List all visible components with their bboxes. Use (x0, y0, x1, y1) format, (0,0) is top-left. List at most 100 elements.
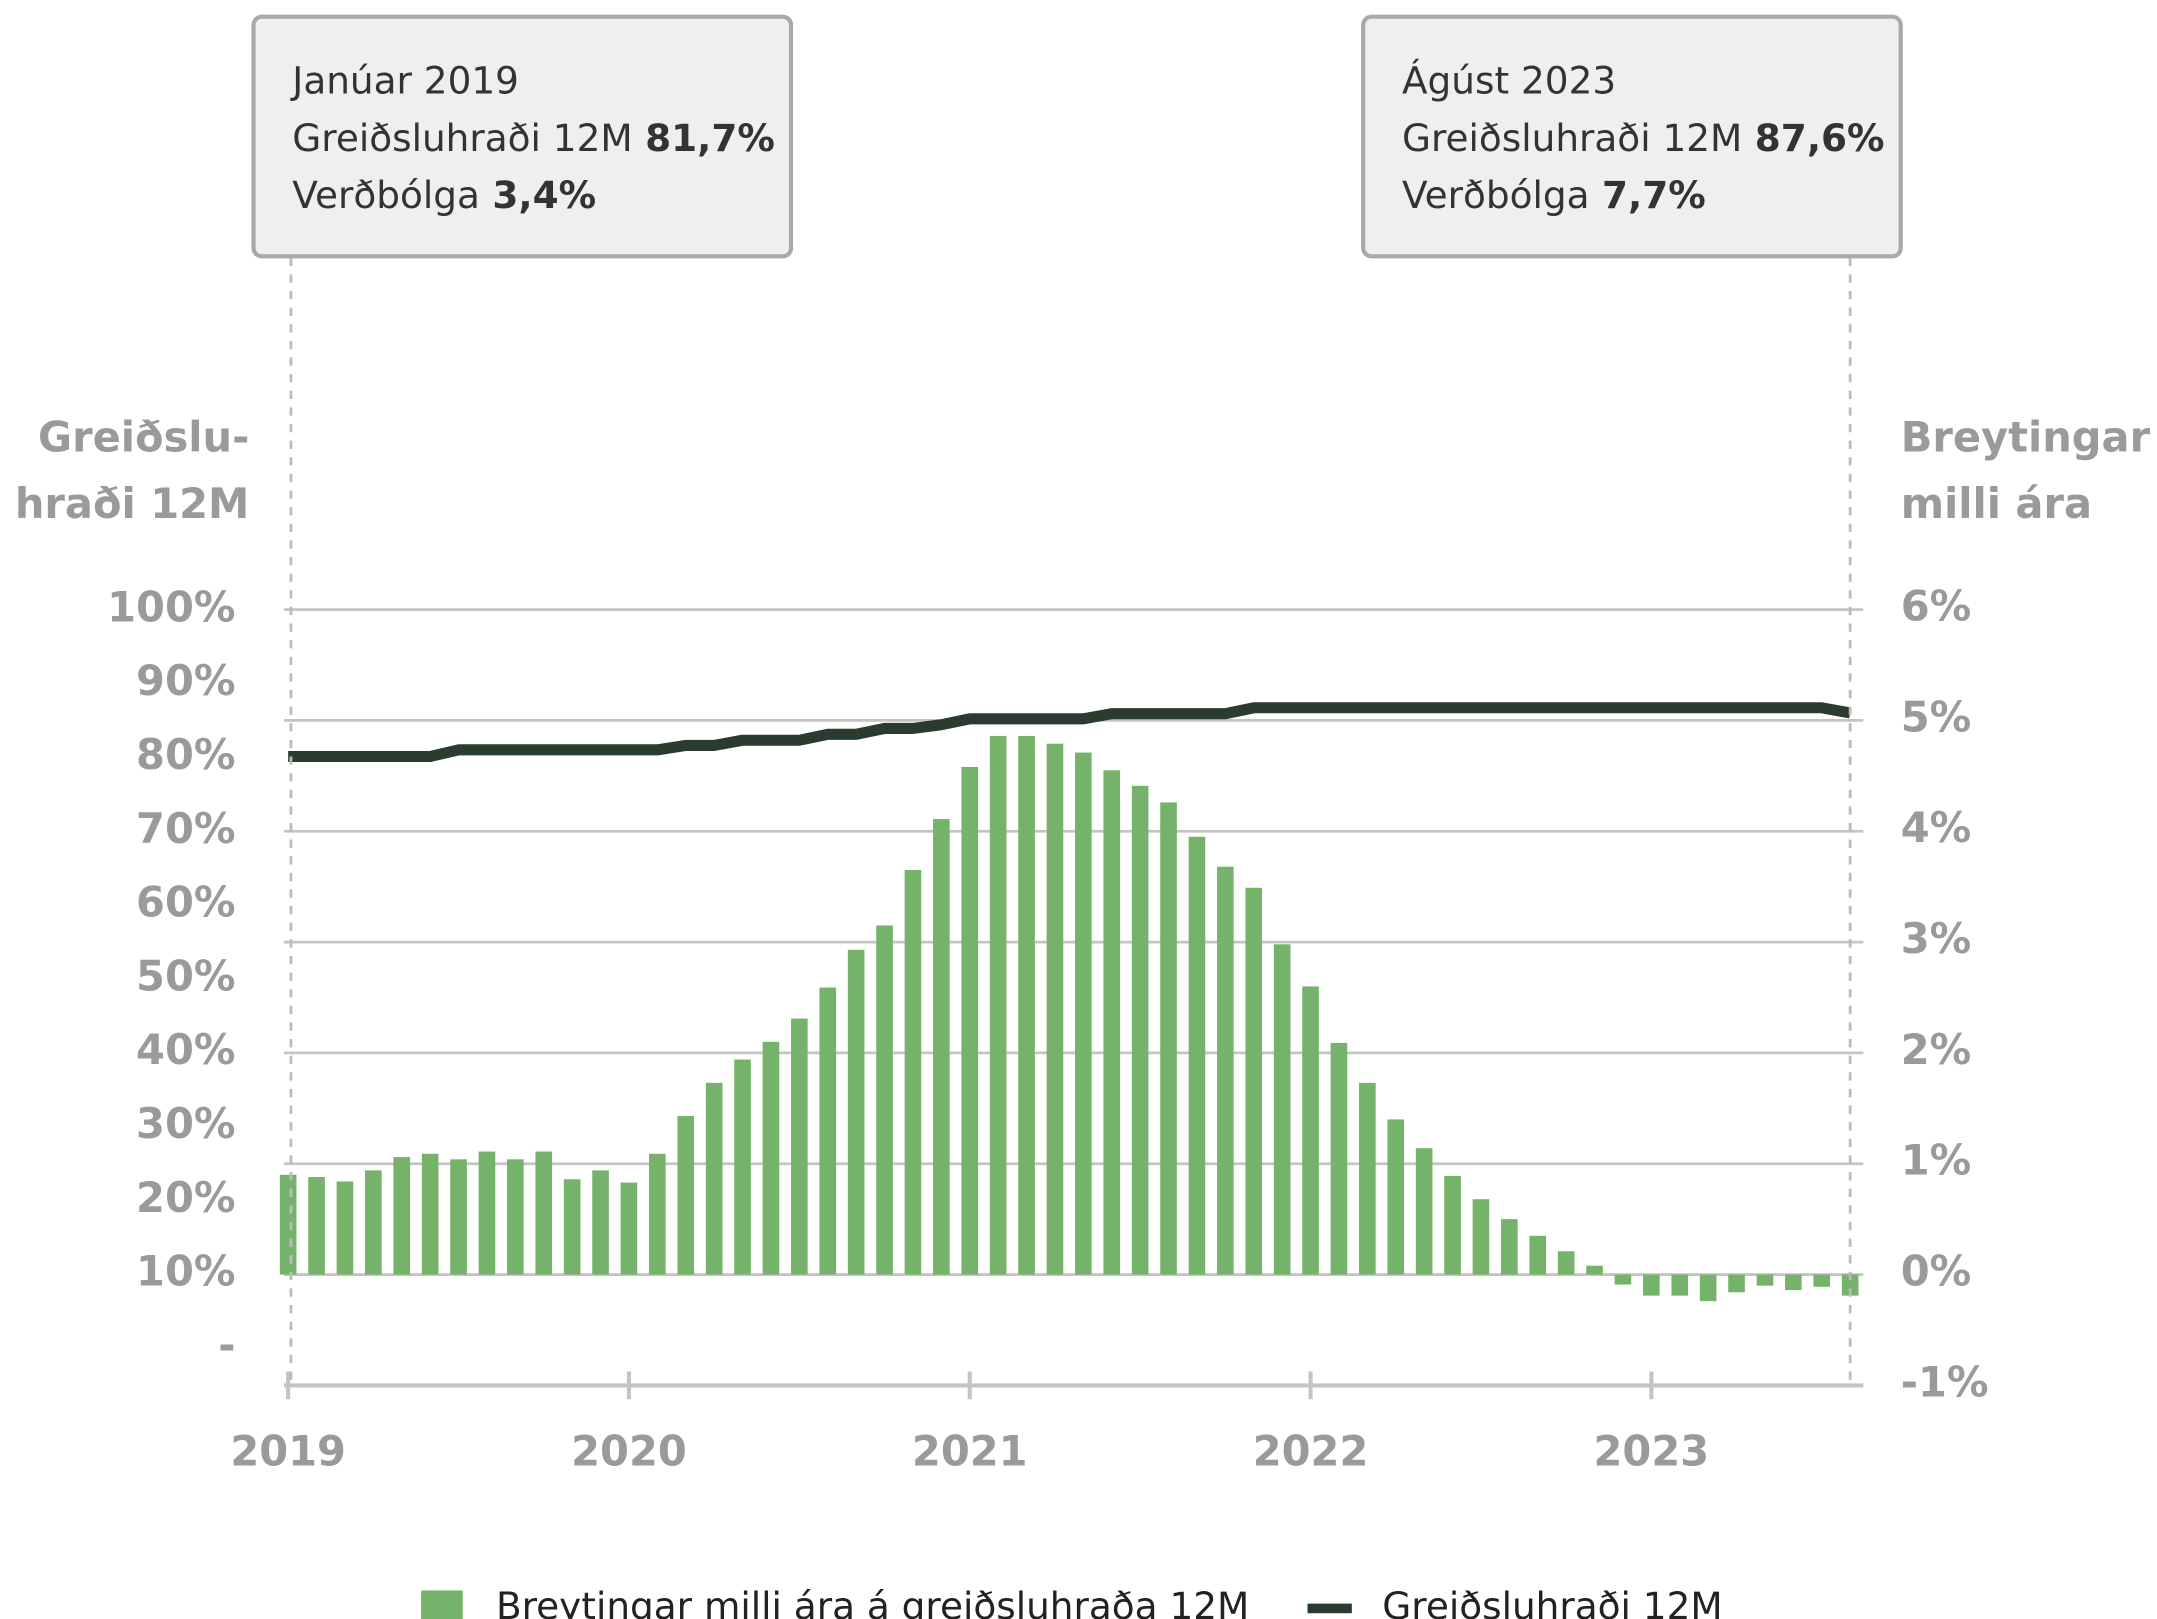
annotation-value: 81,7% (645, 115, 775, 159)
bar (1273, 944, 1291, 1275)
bar (1728, 1274, 1745, 1293)
bar (592, 1170, 609, 1275)
bar (336, 1181, 354, 1275)
y-tick-label: - (218, 1320, 235, 1369)
bar (1529, 1235, 1547, 1275)
x-tick-label: 2022 (1253, 1427, 1369, 1476)
annotation-line: Greiðsluhraði 12M 81,7% (292, 115, 775, 159)
bar (478, 1151, 496, 1275)
y2-axis-title: Breytingar (1901, 413, 2151, 462)
annotation-value: 3,4% (492, 172, 596, 216)
line (288, 702, 1852, 763)
bar (1131, 785, 1149, 1275)
y2-tick-label: 0% (1901, 1247, 1972, 1296)
bar (1075, 752, 1092, 1275)
bar (279, 1174, 297, 1275)
bar (762, 1041, 780, 1275)
bar (365, 1170, 382, 1275)
y2-tick-label: 4% (1901, 803, 1972, 852)
y-tick-label: 80% (136, 730, 235, 779)
bar (1586, 1265, 1603, 1275)
bar (989, 735, 1007, 1275)
annotation-box (1361, 14, 1903, 259)
annotation-title: Ágúst 2023 (1402, 59, 1616, 103)
bar (308, 1177, 325, 1275)
bar (1018, 735, 1035, 1275)
bar (705, 1082, 723, 1275)
bar (904, 870, 922, 1275)
y2-tick-label: -1% (1901, 1357, 1989, 1406)
bar (1188, 836, 1206, 1275)
bar (1387, 1119, 1405, 1275)
bar (933, 819, 950, 1275)
y2-tick-label: 1% (1901, 1136, 1972, 1185)
y-tick-label: 10% (136, 1247, 235, 1296)
bar (1217, 866, 1234, 1275)
bar (1557, 1251, 1575, 1275)
legend-label: Breytingar milli ára á greiðsluhraða 12M (496, 1584, 1249, 1619)
annotation-label: Greiðsluhraði 12M (292, 115, 632, 159)
bar (1359, 1082, 1376, 1275)
bar (563, 1179, 581, 1275)
bar (791, 1018, 808, 1275)
annotation-value: 87,6% (1755, 115, 1885, 159)
annotation-title: Janúar 2019 (290, 59, 519, 103)
bar (1245, 887, 1263, 1275)
y-tick-label: 20% (136, 1173, 235, 1222)
y-axis-title: hraði 12M (15, 479, 250, 528)
bar (1415, 1148, 1433, 1275)
annotation-label: Verðbólga (1402, 172, 1590, 216)
bar (1444, 1175, 1461, 1275)
bar (507, 1159, 524, 1275)
bar (1841, 1274, 1859, 1296)
bar (620, 1182, 638, 1275)
bar (1699, 1274, 1717, 1302)
bar (1643, 1274, 1660, 1296)
annotation-label: Greiðsluhraði 12M (1402, 115, 1742, 159)
bar (1302, 986, 1319, 1275)
y-tick-label: 60% (136, 878, 235, 927)
y2-tick-label: 5% (1901, 692, 1972, 741)
y-tick-label: 30% (136, 1099, 235, 1148)
bar (1614, 1274, 1632, 1285)
y-tick-label: 40% (136, 1025, 235, 1074)
bar (1756, 1274, 1774, 1286)
y-tick-label: 70% (136, 804, 235, 853)
legend-swatch (421, 1590, 463, 1619)
annotation-box (251, 14, 794, 259)
bar (1785, 1274, 1802, 1291)
bar (1813, 1274, 1831, 1287)
annotation-line: Verðbólga 3,4% (292, 172, 596, 216)
y-tick-label: 90% (136, 656, 235, 705)
bar (961, 766, 979, 1275)
bar (734, 1059, 751, 1275)
y2-axis-title: milli ára (1901, 479, 2092, 528)
x-tick-label: 2019 (230, 1427, 346, 1476)
y-axis-title: Greiðslu- (38, 413, 249, 462)
y2-tick-label: 2% (1901, 1025, 1972, 1074)
bar (819, 987, 837, 1275)
x-tick-label: 2023 (1594, 1427, 1710, 1476)
bar (450, 1159, 467, 1275)
y2-tick-label: 3% (1901, 914, 1972, 963)
bar (1160, 802, 1177, 1275)
bar (393, 1157, 411, 1275)
annotation-line: Verðbólga 7,7% (1402, 172, 1706, 216)
bar (1330, 1042, 1348, 1275)
annotation-label: Verðbólga (292, 172, 480, 216)
annotation-value: 7,7% (1602, 172, 1706, 216)
bar (535, 1151, 553, 1275)
legend-label: Greiðsluhraði 12M (1382, 1584, 1722, 1619)
bar (677, 1116, 695, 1275)
x-tick-label: 2020 (571, 1427, 687, 1476)
bar (421, 1153, 439, 1275)
bar (1501, 1219, 1518, 1275)
y2-tick-label: 6% (1901, 582, 1972, 631)
bar (876, 925, 893, 1275)
bar (649, 1153, 666, 1275)
bar (1472, 1199, 1490, 1275)
y-tick-label: 100% (107, 582, 235, 631)
annotation-line: Greiðsluhraði 12M 87,6% (1402, 115, 1885, 159)
bar (1671, 1274, 1689, 1296)
